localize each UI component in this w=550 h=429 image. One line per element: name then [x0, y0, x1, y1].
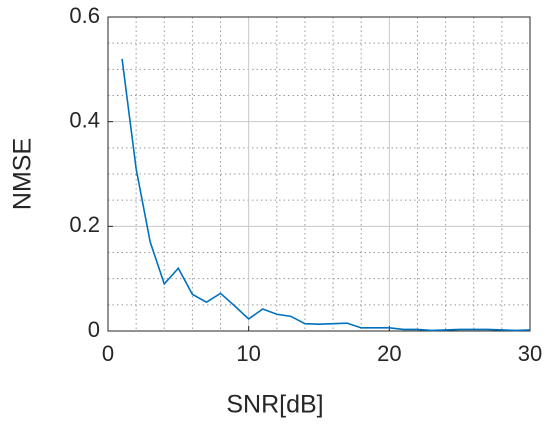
y-tick-label: 0.6 [69, 3, 100, 28]
plot-frame [107, 16, 531, 332]
x-tick-label: 0 [102, 341, 114, 366]
y-tick-label: 0 [88, 317, 100, 342]
x-tick-label: 20 [377, 341, 401, 366]
y-axis-label: NMSE [9, 138, 37, 210]
x-axis-label: SNR[dB] [226, 391, 323, 419]
y-tick-label: 0.4 [69, 107, 100, 132]
x-tick-label: 10 [236, 341, 260, 366]
y-tick-label: 0.2 [69, 212, 100, 237]
x-tick-label: 30 [518, 341, 542, 366]
data-line [121, 58, 531, 332]
